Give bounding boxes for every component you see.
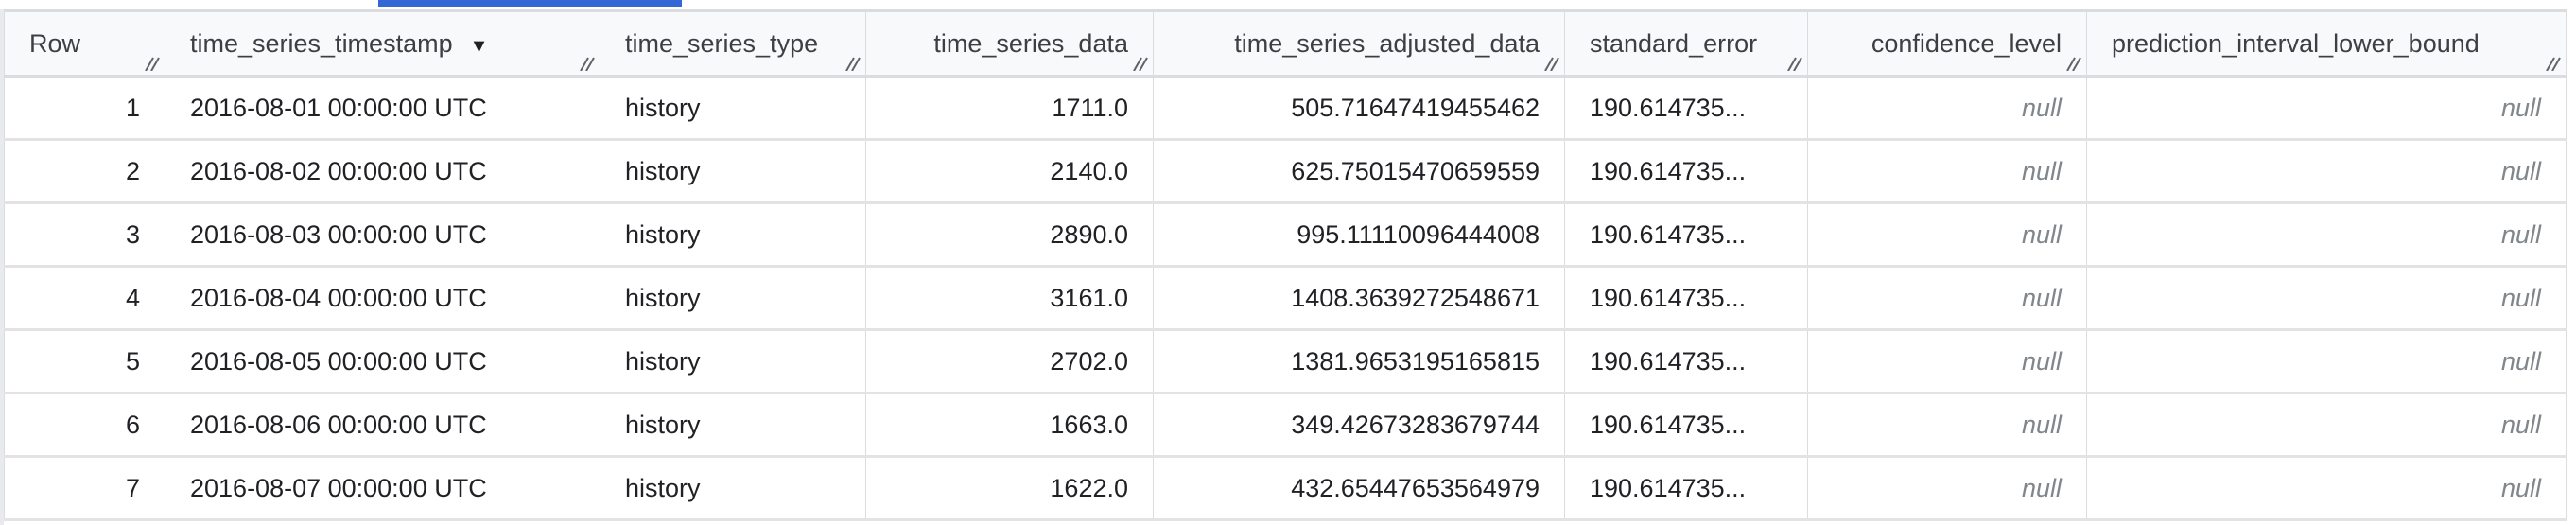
cell-time-series-timestamp[interactable]: 2016-08-04 00:00:00 UTC — [165, 266, 600, 331]
column-header-label: confidence_level — [1871, 28, 2062, 58]
column-resize-handle-icon[interactable] — [2545, 54, 2562, 71]
column-resize-handle-icon[interactable] — [844, 54, 862, 71]
column-resize-handle-icon[interactable] — [579, 54, 596, 71]
column-header-standard-error[interactable]: standard_error — [1564, 9, 1808, 78]
column-resize-handle-icon[interactable] — [2065, 54, 2082, 71]
cell-confidence-level[interactable]: null — [1807, 329, 2087, 394]
header-row: Row time_series_timestamp ▼ time_series_typ… — [4, 9, 2567, 78]
cell-row[interactable]: 6 — [4, 393, 165, 458]
column-header-prediction-interval-lower-bound[interactable]: prediction_interval_lower_bound — [2086, 9, 2567, 78]
column-header-label: Row — [29, 28, 81, 58]
cell-row[interactable]: 7 — [4, 456, 165, 521]
cell-prediction-interval-lower-bound[interactable]: null — [2086, 456, 2567, 521]
table-row[interactable]: 5 2016-08-05 00:00:00 UTC history 2702.0 138… — [4, 329, 2567, 394]
cell-time-series-data[interactable]: 1663.0 — [865, 393, 1154, 458]
cell-time-series-type[interactable]: history — [600, 266, 866, 331]
table-row[interactable]: 2 2016-08-02 00:00:00 UTC history 2140.0 625… — [4, 139, 2567, 204]
cell-confidence-level[interactable]: null — [1807, 202, 2087, 268]
column-header-label: standard_error — [1590, 28, 1758, 58]
cell-time-series-type[interactable]: history — [600, 202, 866, 268]
table-row[interactable]: 7 2016-08-07 00:00:00 UTC history 1622.0 432… — [4, 456, 2567, 521]
cell-time-series-data[interactable]: 1622.0 — [865, 456, 1154, 521]
cell-row[interactable]: 3 — [4, 202, 165, 268]
column-header-row[interactable]: Row — [4, 9, 165, 78]
cell-standard-error[interactable]: 190.614735... — [1564, 393, 1808, 458]
cell-row[interactable]: 1 — [4, 76, 165, 141]
cell-time-series-adjusted-data[interactable]: 1408.3639272548671 — [1153, 266, 1565, 331]
results-table: Row time_series_timestamp ▼ time_series_typ… — [4, 9, 2567, 521]
cell-prediction-interval-lower-bound[interactable]: null — [2086, 329, 2567, 394]
cell-time-series-timestamp[interactable]: 2016-08-07 00:00:00 UTC — [165, 456, 600, 521]
cell-prediction-interval-lower-bound[interactable]: null — [2086, 393, 2567, 458]
cell-time-series-timestamp[interactable]: 2016-08-05 00:00:00 UTC — [165, 329, 600, 394]
cell-time-series-timestamp[interactable]: 2016-08-06 00:00:00 UTC — [165, 393, 600, 458]
cell-confidence-level[interactable]: null — [1807, 456, 2087, 521]
column-header-time-series-data[interactable]: time_series_data — [865, 9, 1154, 78]
cell-time-series-data[interactable]: 1711.0 — [865, 76, 1154, 141]
cell-time-series-adjusted-data[interactable]: 432.65447653564979 — [1153, 456, 1565, 521]
cell-standard-error[interactable]: 190.614735... — [1564, 202, 1808, 268]
cell-time-series-type[interactable]: history — [600, 76, 866, 141]
cell-time-series-timestamp[interactable]: 2016-08-03 00:00:00 UTC — [165, 202, 600, 268]
column-header-confidence-level[interactable]: confidence_level — [1807, 9, 2087, 78]
cell-time-series-data[interactable]: 3161.0 — [865, 266, 1154, 331]
column-resize-handle-icon[interactable] — [144, 54, 161, 71]
cell-standard-error[interactable]: 190.614735... — [1564, 76, 1808, 141]
cell-confidence-level[interactable]: null — [1807, 266, 2087, 331]
column-resize-handle-icon[interactable] — [1786, 54, 1803, 71]
cell-time-series-type[interactable]: history — [600, 329, 866, 394]
cell-confidence-level[interactable]: null — [1807, 139, 2087, 204]
table-body: 1 2016-08-01 00:00:00 UTC history 1711.0 505… — [4, 76, 2567, 521]
column-header-label: time_series_data — [933, 28, 1128, 58]
cell-time-series-adjusted-data[interactable]: 995.11110096444008 — [1153, 202, 1565, 268]
left-gutter — [0, 9, 4, 525]
cell-time-series-type[interactable]: history — [600, 456, 866, 521]
column-header-label: time_series_timestamp — [190, 28, 453, 58]
cell-row[interactable]: 5 — [4, 329, 165, 394]
column-header-time-series-timestamp[interactable]: time_series_timestamp ▼ — [165, 9, 600, 78]
cell-standard-error[interactable]: 190.614735... — [1564, 329, 1808, 394]
cell-standard-error[interactable]: 190.614735... — [1564, 456, 1808, 521]
column-header-label: time_series_adjusted_data — [1234, 28, 1540, 58]
column-resize-handle-icon[interactable] — [1132, 54, 1149, 71]
cell-time-series-adjusted-data[interactable]: 505.71647419455462 — [1153, 76, 1565, 141]
cell-time-series-adjusted-data[interactable]: 1381.9653195165815 — [1153, 329, 1565, 394]
column-header-label: time_series_type — [625, 28, 819, 58]
active-tab-indicator — [378, 0, 682, 7]
column-resize-handle-icon[interactable] — [1543, 54, 1560, 71]
table-row[interactable]: 4 2016-08-04 00:00:00 UTC history 3161.0 140… — [4, 266, 2567, 331]
cell-prediction-interval-lower-bound[interactable]: null — [2086, 139, 2567, 204]
table-row[interactable]: 1 2016-08-01 00:00:00 UTC history 1711.0 505… — [4, 76, 2567, 141]
cell-prediction-interval-lower-bound[interactable]: null — [2086, 266, 2567, 331]
cell-time-series-adjusted-data[interactable]: 625.75015470659559 — [1153, 139, 1565, 204]
cell-confidence-level[interactable]: null — [1807, 76, 2087, 141]
cell-standard-error[interactable]: 190.614735... — [1564, 266, 1808, 331]
cell-confidence-level[interactable]: null — [1807, 393, 2087, 458]
sort-descending-icon[interactable]: ▼ — [469, 35, 489, 57]
column-header-label: prediction_interval_lower_bound — [2112, 28, 2480, 58]
cell-standard-error[interactable]: 190.614735... — [1564, 139, 1808, 204]
cell-time-series-adjusted-data[interactable]: 349.42673283679744 — [1153, 393, 1565, 458]
cell-time-series-data[interactable]: 2140.0 — [865, 139, 1154, 204]
cell-time-series-timestamp[interactable]: 2016-08-02 00:00:00 UTC — [165, 139, 600, 204]
column-header-time-series-adjusted-data[interactable]: time_series_adjusted_data — [1153, 9, 1565, 78]
cell-time-series-timestamp[interactable]: 2016-08-01 00:00:00 UTC — [165, 76, 600, 141]
column-header-time-series-type[interactable]: time_series_type — [600, 9, 866, 78]
cell-time-series-data[interactable]: 2702.0 — [865, 329, 1154, 394]
cell-time-series-type[interactable]: history — [600, 139, 866, 204]
table-row[interactable]: 6 2016-08-06 00:00:00 UTC history 1663.0 349… — [4, 393, 2567, 458]
cell-row[interactable]: 4 — [4, 266, 165, 331]
cell-prediction-interval-lower-bound[interactable]: null — [2086, 76, 2567, 141]
cell-time-series-type[interactable]: history — [600, 393, 866, 458]
cell-row[interactable]: 2 — [4, 139, 165, 204]
table-row[interactable]: 3 2016-08-03 00:00:00 UTC history 2890.0 995… — [4, 202, 2567, 268]
cell-prediction-interval-lower-bound[interactable]: null — [2086, 202, 2567, 268]
cell-time-series-data[interactable]: 2890.0 — [865, 202, 1154, 268]
